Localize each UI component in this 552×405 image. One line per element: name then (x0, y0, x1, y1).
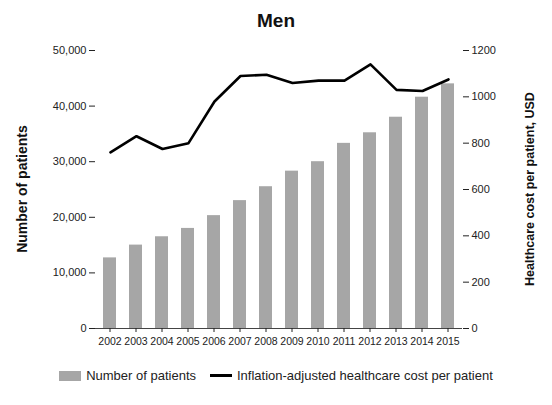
html-text:Number of patients: Number of patients (86, 368, 196, 383)
svg-text:2006: 2006 (202, 335, 226, 347)
svg-text:200: 200 (472, 276, 490, 288)
svg-text:0: 0 (80, 322, 86, 334)
svg-text:400: 400 (472, 229, 490, 241)
svg-text:2005: 2005 (176, 335, 200, 347)
html-text:Healthcare cost per patient, U: Healthcare cost per patient, USD (522, 92, 537, 286)
html-text:Inflation-adjusted healthcare: Inflation-adjusted healthcare cost per p… (237, 368, 493, 383)
html-text:Men: Men (257, 10, 295, 31)
svg-text:10,000: 10,000 (53, 266, 87, 278)
html-text:Number of patients: Number of patients (13, 125, 30, 253)
svg-text:2013: 2013 (384, 335, 408, 347)
svg-text:2003: 2003 (124, 335, 148, 347)
svg-text:30,000: 30,000 (53, 155, 87, 167)
svg-text:600: 600 (472, 183, 490, 195)
svg-text:1200: 1200 (472, 44, 496, 56)
svg-text:20,000: 20,000 (53, 211, 87, 223)
svg-text:2014: 2014 (410, 335, 434, 347)
svg-text:2004: 2004 (150, 335, 174, 347)
svg-text:2009: 2009 (280, 335, 304, 347)
svg-text:2010: 2010 (306, 335, 330, 347)
svg-text:2012: 2012 (358, 335, 382, 347)
svg-text:2015: 2015 (436, 335, 460, 347)
svg-text:2002: 2002 (98, 335, 122, 347)
svg-text:0: 0 (472, 322, 478, 334)
svg-text:2011: 2011 (333, 335, 356, 347)
svg-text:1000: 1000 (472, 90, 496, 102)
svg-text:2007: 2007 (228, 335, 252, 347)
svg-text:2008: 2008 (254, 335, 278, 347)
svg-text:800: 800 (472, 137, 490, 149)
svg-text:40,000: 40,000 (53, 100, 87, 112)
svg-text:50,000: 50,000 (53, 44, 87, 56)
